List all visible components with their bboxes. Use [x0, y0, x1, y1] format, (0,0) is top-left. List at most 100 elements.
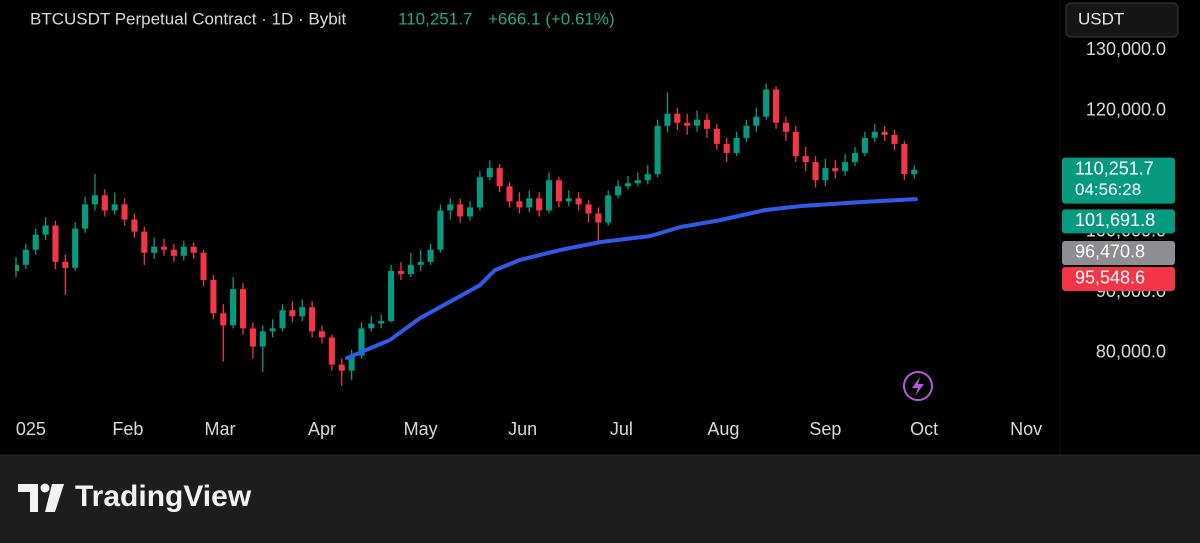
candle-body: [496, 168, 503, 187]
candle-body: [506, 186, 513, 202]
candle-body: [378, 321, 385, 324]
x-tick-label: May: [404, 419, 438, 439]
candle-body: [318, 331, 326, 338]
candle-body: [190, 246, 197, 253]
candle-body: [279, 310, 286, 329]
candle-body: [269, 328, 276, 332]
candle-body: [15, 264, 20, 271]
candle-body: [289, 310, 296, 317]
x-tick-label: Sep: [809, 419, 841, 439]
candle-body: [200, 252, 207, 280]
candle-body: [743, 125, 750, 138]
candle-body: [644, 174, 651, 181]
x-tick-label: Feb: [112, 419, 143, 439]
last-price: 110,251.7: [398, 9, 472, 28]
x-tick-label: Jul: [610, 419, 633, 439]
y-tick-label: 120,000.0: [1086, 99, 1166, 119]
x-tick-label: Oct: [910, 419, 938, 439]
candle-body: [239, 289, 247, 329]
candle-body: [141, 231, 148, 253]
y-tick-label: 80,000.0: [1096, 341, 1166, 361]
x-axis: 2025 Feb Mar Apr May Jun Jul Aug Sep Oct Nov: [15, 419, 1042, 439]
candle-body: [131, 219, 138, 232]
candle-body: [664, 113, 671, 126]
axis-layer: 80,000.090,000.0100,000.0110,000.0120,00…: [1062, 39, 1175, 361]
candle-body: [220, 313, 227, 326]
candle-body: [486, 168, 493, 178]
candle-body: [466, 207, 474, 217]
candle-body: [595, 213, 602, 223]
price-label: 95,548.6: [1075, 268, 1145, 288]
candle-body: [210, 279, 217, 314]
chart-title: BTCUSDT Perpetual Contract · 1D · Bybit: [30, 9, 346, 28]
candle-body: [871, 131, 878, 138]
candle-body: [338, 364, 345, 371]
candle-body: [772, 89, 780, 123]
candle-body: [911, 169, 918, 175]
candle-body: [615, 186, 622, 196]
plot-area: [15, 83, 918, 386]
candle-body: [802, 156, 809, 163]
candle-body: [674, 113, 681, 123]
candle-body: [358, 328, 365, 356]
moving-average-line: [344, 197, 918, 361]
candle-body: [842, 162, 849, 172]
candle-body: [792, 131, 799, 157]
x-tick-label: Nov: [1010, 419, 1042, 439]
candle-body: [713, 128, 720, 144]
alert-icon[interactable]: [903, 371, 933, 401]
candle-body: [703, 119, 711, 129]
candle-body: [368, 323, 375, 329]
candle-body: [328, 337, 335, 365]
currency-button[interactable]: [1065, 2, 1179, 38]
candle-body: [891, 134, 898, 144]
candle-body: [654, 125, 661, 175]
brand-name: TradingView: [75, 480, 252, 513]
x-tick-label: Jun: [508, 419, 537, 439]
currency-label[interactable]: USDT: [1078, 9, 1124, 28]
price-label-box: [1062, 209, 1175, 234]
candle-body: [407, 264, 414, 274]
candle-body: [782, 122, 789, 132]
candle-body: [763, 89, 770, 117]
candle-body: [42, 225, 49, 235]
candle-body: [427, 249, 434, 262]
price-label: 101,691.8: [1075, 210, 1155, 230]
candle-body: [249, 328, 256, 347]
chart-background: [0, 0, 1200, 455]
candle-body: [151, 246, 158, 253]
candle-body: [259, 331, 266, 347]
candle-body: [309, 307, 316, 332]
candle-body: [397, 270, 405, 274]
candle-body: [111, 204, 118, 211]
price-label-box: [1062, 157, 1175, 204]
candle-body: [822, 168, 829, 181]
candle-body: [62, 261, 69, 268]
price-change: +666.1 (+0.61%): [488, 9, 615, 28]
candle-body: [180, 246, 187, 256]
price-label: 96,470.8: [1075, 242, 1145, 262]
candle-body: [72, 228, 79, 268]
candle-body: [91, 195, 99, 205]
candle-body: [22, 249, 29, 265]
candle-body: [881, 131, 888, 135]
candle-body: [516, 201, 523, 208]
candle-body: [170, 249, 177, 256]
candle-body: [634, 180, 641, 184]
candle-body: [753, 116, 760, 126]
y-tick-label: 130,000.0: [1086, 39, 1166, 59]
candle-body: [348, 355, 355, 371]
candle-body: [684, 122, 691, 126]
price-label: 110,251.7: [1075, 158, 1154, 178]
candle-body: [32, 234, 39, 250]
brand-logo: [18, 483, 64, 512]
candle-body: [417, 261, 424, 265]
candle-body: [447, 204, 454, 211]
candle-body: [299, 307, 306, 317]
x-tick-label: Aug: [707, 419, 739, 439]
price-label-box: [1062, 240, 1175, 265]
candle-body: [388, 270, 395, 322]
candle-body: [723, 143, 730, 153]
x-tick-label: Mar: [204, 419, 235, 439]
candle-body: [733, 137, 740, 153]
